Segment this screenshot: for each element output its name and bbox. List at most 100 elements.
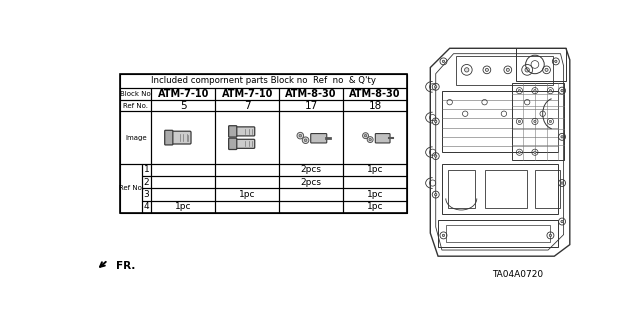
Bar	[120, 74, 407, 213]
Text: Block No: Block No	[120, 91, 151, 97]
Bar	[120, 164, 142, 213]
Circle shape	[549, 234, 552, 237]
Circle shape	[534, 90, 536, 92]
Bar	[279, 111, 343, 164]
Bar	[142, 176, 151, 189]
FancyBboxPatch shape	[228, 138, 237, 150]
FancyBboxPatch shape	[164, 130, 173, 145]
Text: Image: Image	[125, 135, 147, 141]
Circle shape	[506, 68, 509, 71]
Circle shape	[435, 155, 437, 157]
Text: 1: 1	[144, 166, 150, 174]
Text: 7: 7	[244, 101, 250, 111]
FancyBboxPatch shape	[234, 127, 255, 136]
Circle shape	[534, 151, 536, 153]
Bar	[120, 74, 407, 87]
Bar	[142, 164, 151, 176]
Bar	[215, 111, 279, 164]
Circle shape	[297, 132, 303, 139]
Circle shape	[435, 85, 437, 88]
Bar	[279, 176, 343, 189]
Bar	[343, 87, 407, 100]
Text: 2pcs: 2pcs	[301, 166, 322, 174]
Bar	[279, 87, 343, 100]
Bar	[442, 91, 558, 152]
Circle shape	[561, 90, 563, 92]
Bar	[446, 225, 550, 241]
Bar	[448, 170, 476, 208]
Text: 2pcs: 2pcs	[301, 178, 322, 187]
Text: 1pc: 1pc	[175, 203, 191, 211]
Circle shape	[442, 60, 445, 63]
Bar	[442, 164, 558, 214]
Circle shape	[465, 68, 469, 72]
Bar	[343, 164, 407, 176]
Circle shape	[363, 133, 369, 138]
Circle shape	[545, 68, 548, 71]
Circle shape	[364, 135, 367, 137]
Text: 1pc: 1pc	[367, 190, 383, 199]
Bar	[151, 164, 215, 176]
Bar	[511, 83, 564, 160]
Bar	[151, 176, 215, 189]
FancyBboxPatch shape	[310, 134, 327, 143]
Bar	[215, 189, 279, 201]
Circle shape	[518, 151, 520, 153]
Circle shape	[518, 90, 520, 92]
Bar	[343, 189, 407, 201]
Circle shape	[518, 120, 520, 122]
Circle shape	[561, 220, 563, 223]
Circle shape	[299, 134, 301, 137]
Circle shape	[525, 68, 529, 72]
Bar	[279, 164, 343, 176]
Circle shape	[561, 182, 563, 184]
Bar	[151, 189, 215, 201]
Text: 3: 3	[144, 190, 150, 199]
Text: FR.: FR.	[116, 261, 136, 271]
Bar	[151, 201, 215, 213]
Text: ATM-8-30: ATM-8-30	[285, 89, 337, 99]
Text: 18: 18	[369, 101, 381, 111]
Bar	[343, 176, 407, 189]
Circle shape	[561, 136, 563, 138]
Circle shape	[555, 60, 557, 63]
Bar	[151, 111, 215, 164]
Bar	[484, 170, 527, 208]
FancyBboxPatch shape	[234, 139, 255, 148]
Circle shape	[485, 68, 488, 71]
Bar	[456, 56, 553, 85]
Circle shape	[549, 120, 552, 122]
Text: TA04A0720: TA04A0720	[492, 270, 543, 279]
Circle shape	[367, 137, 373, 143]
Bar	[142, 201, 151, 213]
Bar	[215, 164, 279, 176]
FancyBboxPatch shape	[170, 131, 191, 144]
Text: 1pc: 1pc	[367, 203, 383, 211]
Circle shape	[304, 139, 307, 142]
Bar	[151, 100, 215, 111]
Bar	[343, 100, 407, 111]
FancyBboxPatch shape	[228, 126, 237, 137]
Text: ATM-8-30: ATM-8-30	[349, 89, 401, 99]
Text: 1pc: 1pc	[239, 190, 255, 199]
Text: 2: 2	[144, 178, 150, 187]
Bar	[279, 100, 343, 111]
Text: Included compornent parts Block no  Ref  no  & Q'ty: Included compornent parts Block no Ref n…	[151, 76, 376, 85]
Bar	[142, 189, 151, 201]
Bar	[215, 100, 279, 111]
Text: 1pc: 1pc	[367, 166, 383, 174]
Circle shape	[302, 137, 309, 144]
Text: 4: 4	[144, 203, 150, 211]
Text: 17: 17	[305, 101, 318, 111]
Circle shape	[369, 138, 371, 141]
Bar	[279, 201, 343, 213]
Bar	[279, 189, 343, 201]
Bar	[343, 201, 407, 213]
Circle shape	[435, 193, 437, 196]
Bar	[535, 170, 560, 208]
Text: Ref No.: Ref No.	[124, 103, 148, 109]
Bar	[120, 111, 151, 164]
Circle shape	[549, 90, 552, 92]
Circle shape	[534, 120, 536, 122]
Text: 5: 5	[180, 101, 187, 111]
